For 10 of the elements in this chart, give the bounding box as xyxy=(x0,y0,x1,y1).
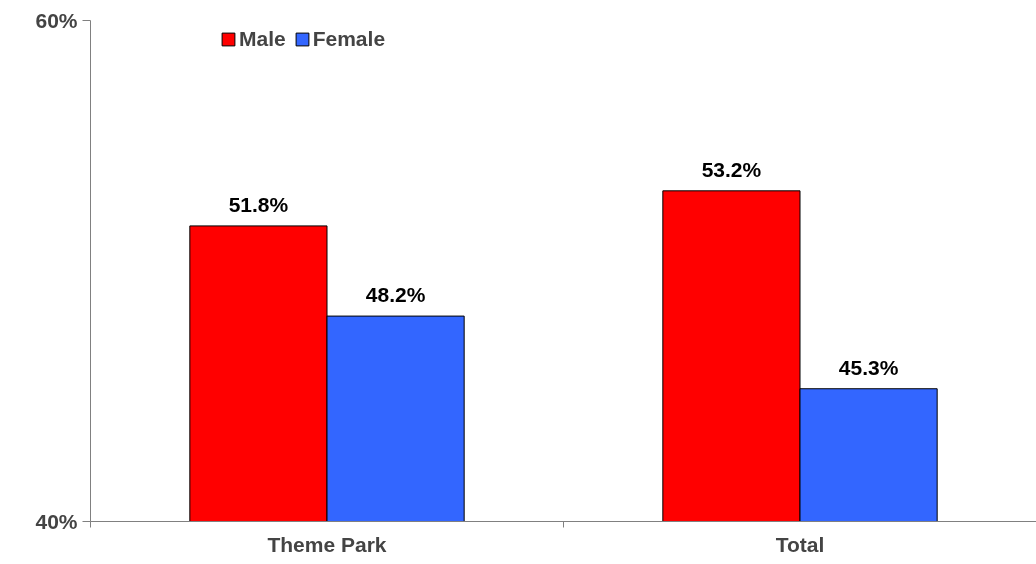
x-tick-label: Total xyxy=(775,532,825,556)
data-label: 51.8% xyxy=(228,192,289,216)
legend-label: Female xyxy=(312,27,386,51)
y-tick-label: 60% xyxy=(35,9,78,32)
data-label: 48.2% xyxy=(365,283,426,307)
x-tick-label: Theme Park xyxy=(267,532,387,556)
y-tick-label: 40% xyxy=(35,510,78,533)
data-label: 45.3% xyxy=(838,355,899,379)
legend-label: Male xyxy=(239,27,286,51)
data-label: 53.2% xyxy=(701,157,762,181)
